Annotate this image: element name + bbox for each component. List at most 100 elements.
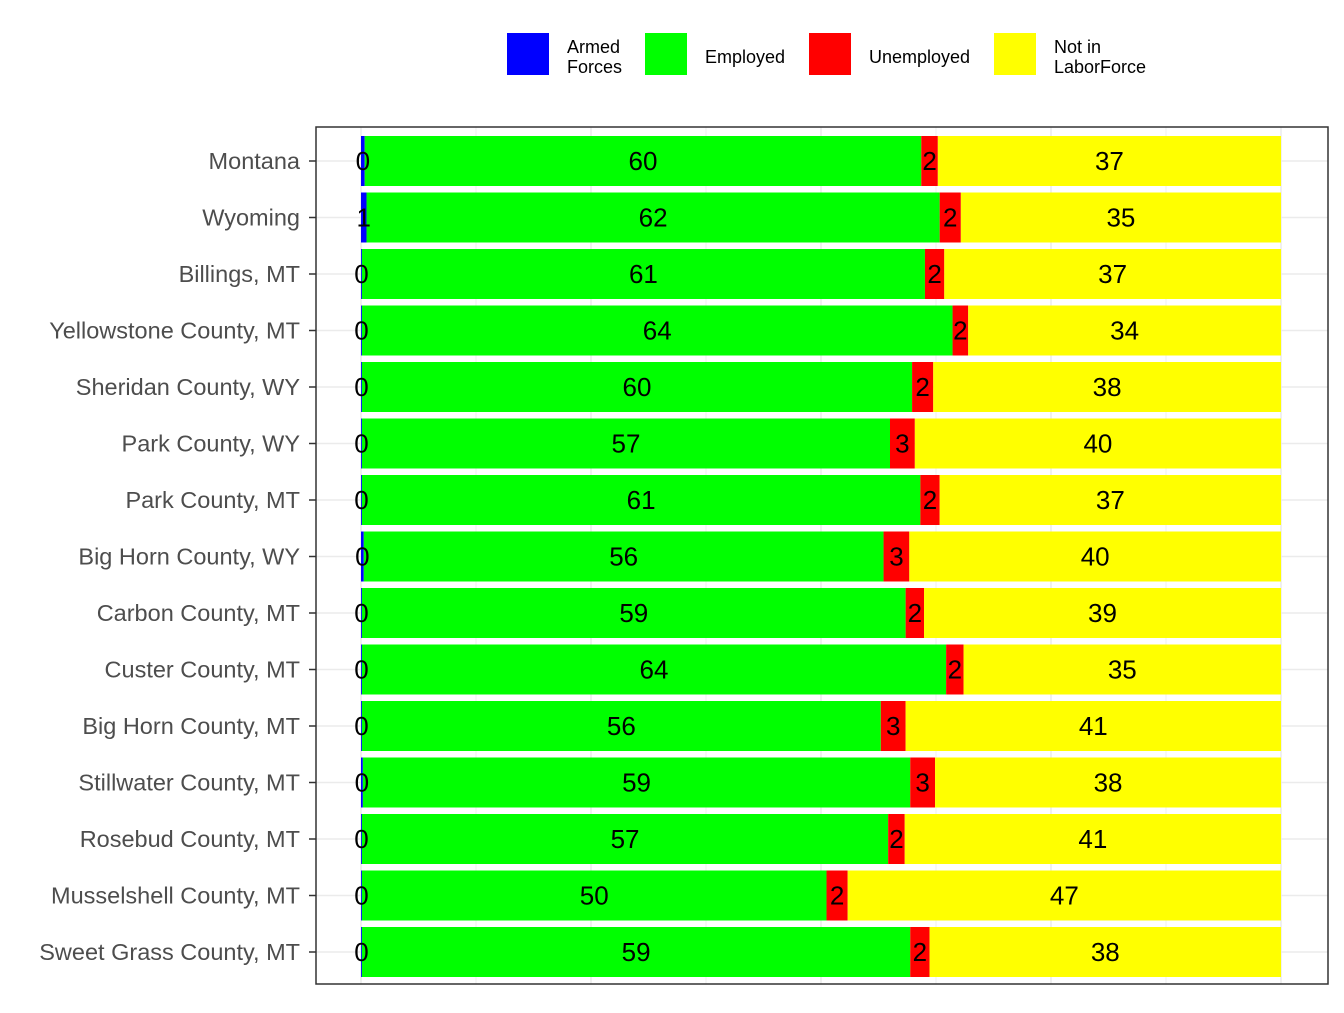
- bar-segment-unemployed: [905, 588, 925, 638]
- data-label: 3: [886, 711, 900, 741]
- data-label: 50: [580, 881, 609, 911]
- bar-segment-not-in-laborforce: [929, 927, 1281, 977]
- data-label: 0: [356, 146, 370, 176]
- y-tick-label: Big Horn County, WY: [78, 544, 300, 570]
- data-label: 59: [622, 768, 651, 798]
- data-label: 2: [948, 655, 962, 685]
- data-label: 57: [611, 824, 640, 854]
- data-label: 0: [354, 372, 368, 402]
- y-tick-label: Sweet Grass County, MT: [39, 939, 300, 965]
- bar-segment-unemployed: [952, 305, 969, 356]
- bar-segment-not-in-laborforce: [963, 644, 1281, 695]
- legend: Armed Forces Employed Unemployed Not in Labor…: [507, 33, 1146, 77]
- bar-segment-unemployed: [883, 531, 910, 582]
- bar-segment-unemployed: [924, 249, 945, 299]
- data-label: 38: [1091, 937, 1120, 967]
- legend-label: Not in LaborForce: [1054, 37, 1146, 77]
- y-tick-label: Big Horn County, MT: [82, 713, 300, 739]
- bar-segment-armed-forces: [361, 305, 362, 356]
- data-label: 38: [1093, 372, 1122, 402]
- data-label: 34: [1110, 316, 1139, 346]
- legend-label: Employed: [705, 47, 785, 67]
- bar-segment-employed: [361, 305, 953, 356]
- data-label: 2: [915, 372, 929, 402]
- data-label: 60: [623, 372, 652, 402]
- data-label: 2: [922, 146, 936, 176]
- bar-segment-employed: [363, 531, 884, 582]
- y-axis: Montana Wyoming Billings, MT Yellowstone Co…: [39, 148, 316, 965]
- data-label: 37: [1098, 259, 1127, 289]
- bar-segment-employed: [364, 136, 922, 186]
- bar-segment-unemployed: [946, 644, 964, 695]
- y-tick-label: Wyoming: [202, 205, 300, 231]
- bar-segment-unemployed: [910, 927, 930, 977]
- data-label: 59: [619, 598, 648, 628]
- bars: [361, 136, 1281, 977]
- data-label: 59: [622, 937, 651, 967]
- bar-segment-employed: [361, 814, 889, 864]
- bar-segment-unemployed: [920, 475, 940, 525]
- bar-segment-not-in-laborforce: [944, 249, 1281, 299]
- data-labels: 0 60 2 371 62 2 350 61 2 370 64 2 340 60 2 380 57 3 400 61 2…: [354, 146, 1139, 967]
- bar-segment-employed: [361, 249, 925, 299]
- data-label: 37: [1095, 146, 1124, 176]
- bar-segment-not-in-laborforce: [914, 418, 1281, 469]
- bar-segment-armed-forces: [361, 644, 362, 695]
- bar-segment-not-in-laborforce: [939, 475, 1281, 525]
- data-label: 37: [1096, 485, 1125, 515]
- data-label: 56: [607, 711, 636, 741]
- legend-key: [994, 33, 1036, 75]
- legend-key: [809, 33, 851, 75]
- bar-segment-armed-forces: [361, 531, 364, 582]
- data-label: 61: [629, 259, 658, 289]
- data-label: 38: [1094, 768, 1123, 798]
- bar-segment-not-in-laborforce: [937, 136, 1281, 186]
- bar-segment-not-in-laborforce: [909, 531, 1281, 582]
- y-tick-label: Custer County, MT: [105, 657, 300, 683]
- y-tick-label: Musselshell County, MT: [51, 883, 300, 909]
- data-label: 0: [354, 316, 368, 346]
- data-label: 0: [355, 768, 369, 798]
- y-tick-label: Stillwater County, MT: [78, 770, 300, 796]
- bar-segment-unemployed: [921, 136, 938, 186]
- data-label: 60: [629, 146, 658, 176]
- y-tick-label: Billings, MT: [179, 261, 300, 287]
- bar-segment-armed-forces: [361, 588, 362, 638]
- bar-segment-unemployed: [888, 814, 905, 864]
- data-label: 2: [923, 485, 937, 515]
- y-tick-label: Rosebud County, MT: [80, 826, 300, 852]
- data-label: 35: [1106, 203, 1135, 233]
- bar-segment-employed: [361, 418, 890, 469]
- data-label: 0: [354, 655, 368, 685]
- y-tick-label: Park County, MT: [125, 487, 300, 513]
- bar-segment-not-in-laborforce: [933, 362, 1281, 412]
- data-label: 0: [354, 485, 368, 515]
- data-label: 0: [354, 429, 368, 459]
- bar-segment-armed-forces: [361, 418, 362, 469]
- bar-segment-armed-forces: [361, 757, 363, 808]
- data-label: 2: [953, 316, 967, 346]
- bar-segment-employed: [366, 192, 940, 243]
- bar-segment-armed-forces: [361, 870, 362, 921]
- bar-segment-not-in-laborforce: [960, 192, 1281, 243]
- bar-segment-not-in-laborforce: [935, 757, 1281, 808]
- y-tick-label: Yellowstone County, MT: [49, 318, 300, 344]
- data-label: 40: [1083, 429, 1112, 459]
- y-tick-label: Sheridan County, WY: [76, 374, 301, 400]
- data-label: 57: [611, 429, 640, 459]
- data-label: 0: [354, 598, 368, 628]
- data-label: 2: [943, 203, 957, 233]
- bar-segment-armed-forces: [361, 192, 367, 243]
- data-label: 2: [927, 259, 941, 289]
- bar-segment-unemployed: [939, 192, 961, 243]
- data-label: 0: [354, 711, 368, 741]
- bar-segment-armed-forces: [361, 701, 362, 751]
- data-label: 35: [1108, 655, 1137, 685]
- plot-panel-border: [315, 126, 1329, 985]
- bar-segment-employed: [361, 475, 921, 525]
- legend-item: Not in LaborForce: [994, 33, 1146, 77]
- data-label: 0: [354, 259, 368, 289]
- bar-segment-not-in-laborforce: [904, 814, 1281, 864]
- bar-segment-armed-forces: [361, 814, 362, 864]
